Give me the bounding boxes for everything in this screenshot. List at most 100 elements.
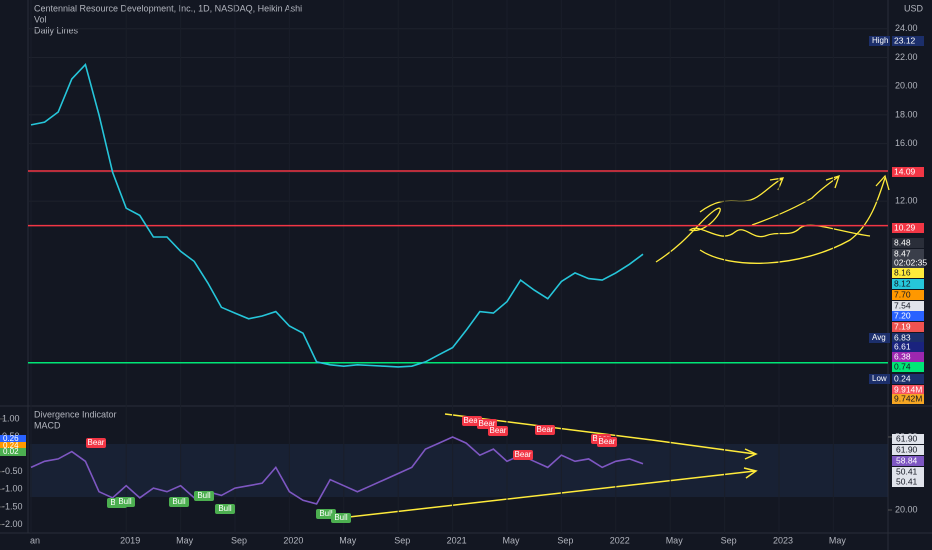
annotation: Bear (599, 437, 616, 446)
x-tick-label: May (666, 535, 684, 545)
y-tick-label: 18.00 (895, 109, 918, 119)
price-badge (892, 36, 924, 46)
annotation-bg (488, 426, 508, 436)
price-badge (892, 223, 924, 233)
x-tick-label: Sep (721, 535, 737, 545)
annotation: Bull (319, 509, 333, 518)
badge-tag-text: High (872, 36, 888, 45)
price-badge-text: 6.83 (894, 332, 911, 342)
price-badge (892, 333, 924, 343)
header-title: Centennial Resource Development, Inc., 1… (34, 3, 302, 13)
price-badge (892, 352, 924, 362)
annotation: Bull (218, 504, 232, 513)
y-tick-label: -0.50 (2, 466, 23, 476)
left-badge (0, 448, 26, 456)
price-badge-text: 23.12 (894, 35, 916, 45)
doodle-arrow (699, 177, 785, 213)
price-badge-text: 8.16 (894, 267, 911, 277)
y-tick-label: 16.00 (895, 138, 918, 148)
price-badge (892, 290, 924, 300)
y-tick-label: 20.00 (895, 81, 918, 91)
left-badge-text: 0.26 (3, 434, 19, 443)
series-line (30, 63, 644, 368)
x-tick-label: May (502, 535, 520, 545)
left-badge-text: 0.24 (3, 441, 19, 450)
upper-trend-ext (651, 439, 756, 455)
y-tick-label: 24.00 (895, 23, 918, 33)
left-badge-text: 0.02 (3, 447, 19, 456)
annotation: Bear (515, 450, 532, 459)
annotation: Bull (334, 513, 348, 522)
price-badge-text: 7.19 (894, 321, 911, 331)
right-badge (892, 445, 924, 455)
right-badge-text: 50.41 (896, 466, 918, 476)
y-tick-label: -1.50 (2, 501, 23, 511)
y-tick-label: 22.00 (895, 52, 918, 62)
annotation-bg (215, 504, 235, 514)
price-badge (892, 167, 924, 177)
x-tick-label: Sep (231, 535, 247, 545)
y-tick-label: 12.00 (895, 195, 918, 205)
header-lines: Daily Lines (34, 25, 79, 35)
x-tick-label: 2020 (283, 535, 303, 545)
right-badge (892, 456, 924, 466)
right-badge (892, 467, 924, 477)
right-badge-text: 58.84 (896, 455, 918, 465)
right-badge (892, 434, 924, 444)
x-tick-label: 2022 (610, 535, 630, 545)
annotation: Bull (172, 497, 186, 506)
annotation-bg (513, 450, 533, 460)
right-badge-text: 50.41 (896, 476, 918, 486)
annotation-bg (194, 491, 214, 501)
price-badge-text: 14.09 (894, 166, 916, 176)
badge-tag-text: Avg (872, 333, 886, 342)
y-tick-label: 1.00 (2, 413, 20, 423)
annotation-bg (535, 425, 555, 435)
price-badge-text: 9.914M (894, 384, 922, 394)
price-badge-text: 9.742M (894, 393, 922, 403)
price-badge (892, 301, 924, 311)
price-badge (892, 342, 924, 352)
arrow-head (744, 448, 758, 460)
price-badge (892, 322, 924, 332)
annotation: Bear (537, 425, 554, 434)
price-badge (892, 249, 924, 259)
price-badge-text: 7.70 (894, 289, 911, 299)
right-badge-text: 61.90 (896, 433, 918, 443)
doodle (655, 207, 871, 263)
price-badge (892, 385, 924, 395)
price-badge (892, 268, 924, 278)
x-tick-label: May (829, 535, 847, 545)
header-vol: Vol (34, 14, 47, 24)
right-badge (892, 477, 924, 487)
right-badge-text: 61.90 (896, 444, 918, 454)
price-badge-text: 6.38 (894, 351, 911, 361)
x-tick-label: May (339, 535, 357, 545)
annotation: Bear (490, 426, 507, 435)
price-badge (892, 374, 924, 384)
annotation: Bull (197, 491, 211, 500)
x-tick-label: Sep (557, 535, 573, 545)
price-badge (892, 258, 924, 268)
badge-tag (869, 333, 890, 343)
annotation: Bear (88, 438, 105, 447)
price-badge (892, 311, 924, 321)
left-badge (0, 435, 26, 443)
price-badge-text: 02:02:35 (894, 257, 927, 267)
lower-trend (339, 470, 756, 519)
x-tick-label: Sep (394, 535, 410, 545)
annotation-bg (86, 438, 106, 448)
annotation-bg (115, 497, 135, 507)
doodle-arrow (699, 174, 890, 264)
x-tick-label: 2023 (773, 535, 793, 545)
badge-tag-text: Low (872, 374, 887, 383)
x-tick-label: 2021 (447, 535, 467, 545)
y-tick-label: -1.00 (2, 484, 23, 494)
y2-tick-label: 20.00 (895, 504, 918, 514)
price-badge (892, 238, 924, 248)
price-badge-text: 6.61 (894, 341, 911, 351)
price-badge-text: 7.20 (894, 310, 911, 320)
badge-tag (869, 36, 890, 46)
